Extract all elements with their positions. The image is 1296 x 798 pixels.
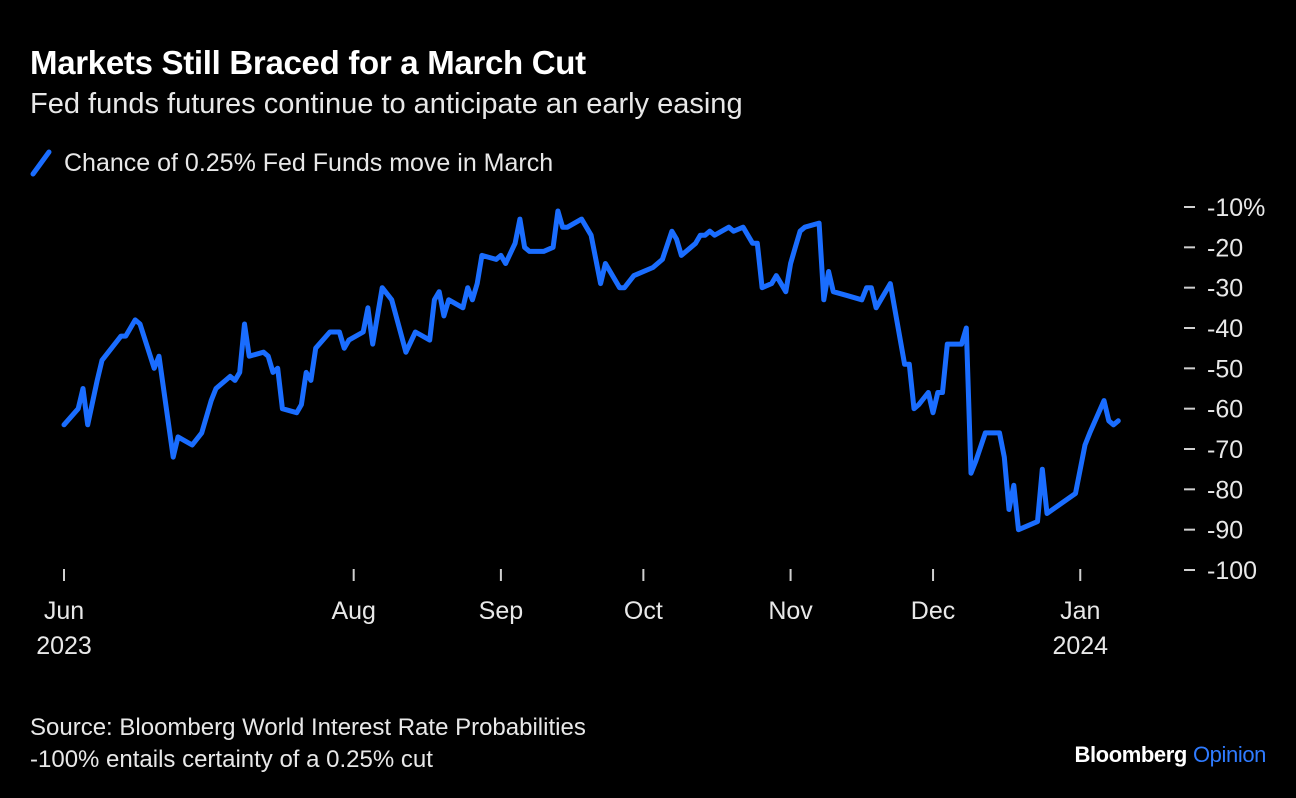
y-tick-label: -100 (1207, 557, 1257, 585)
y-tick-label: -90 (1207, 517, 1243, 545)
x-tick-year-label: 2023 (36, 632, 92, 660)
x-tick-label: Jun (44, 597, 84, 625)
y-tick-label: -20 (1207, 234, 1243, 262)
x-tick-label: Dec (911, 597, 955, 625)
legend: Chance of 0.25% Fed Funds move in March (30, 148, 553, 178)
source-note: Source: Bloomberg World Interest Rate Pr… (30, 714, 586, 741)
x-tick-label: Sep (479, 597, 523, 625)
x-tick-label: Nov (768, 597, 813, 625)
brand-name: Bloomberg (1074, 742, 1187, 767)
y-tick-label: -40 (1207, 315, 1243, 343)
legend-label: Chance of 0.25% Fed Funds move in March (64, 148, 554, 177)
brand-product: Opinion (1192, 742, 1266, 767)
x-tick-label: Aug (331, 597, 375, 625)
brand-logo: Bloomberg Opinion (1074, 742, 1266, 768)
x-tick-label: Jan (1060, 597, 1100, 625)
series-line (61, 208, 1121, 533)
y-tick-label: -50 (1207, 355, 1243, 383)
chart-subtitle: Fed funds futures continue to anticipate… (30, 88, 743, 120)
y-tick-label: -80 (1207, 476, 1243, 504)
y-tick-label: -60 (1207, 396, 1243, 424)
y-tick-label: -70 (1207, 436, 1243, 464)
x-tick-label: Oct (624, 597, 663, 625)
footnote: -100% entails certainty of a 0.25% cut (30, 746, 433, 773)
legend-swatch-icon (30, 149, 52, 177)
y-tick-label: -10% (1207, 194, 1265, 222)
chart-title: Markets Still Braced for a March Cut (30, 44, 586, 81)
y-tick-label: -30 (1207, 275, 1243, 303)
x-tick-year-label: 2024 (1052, 632, 1108, 660)
